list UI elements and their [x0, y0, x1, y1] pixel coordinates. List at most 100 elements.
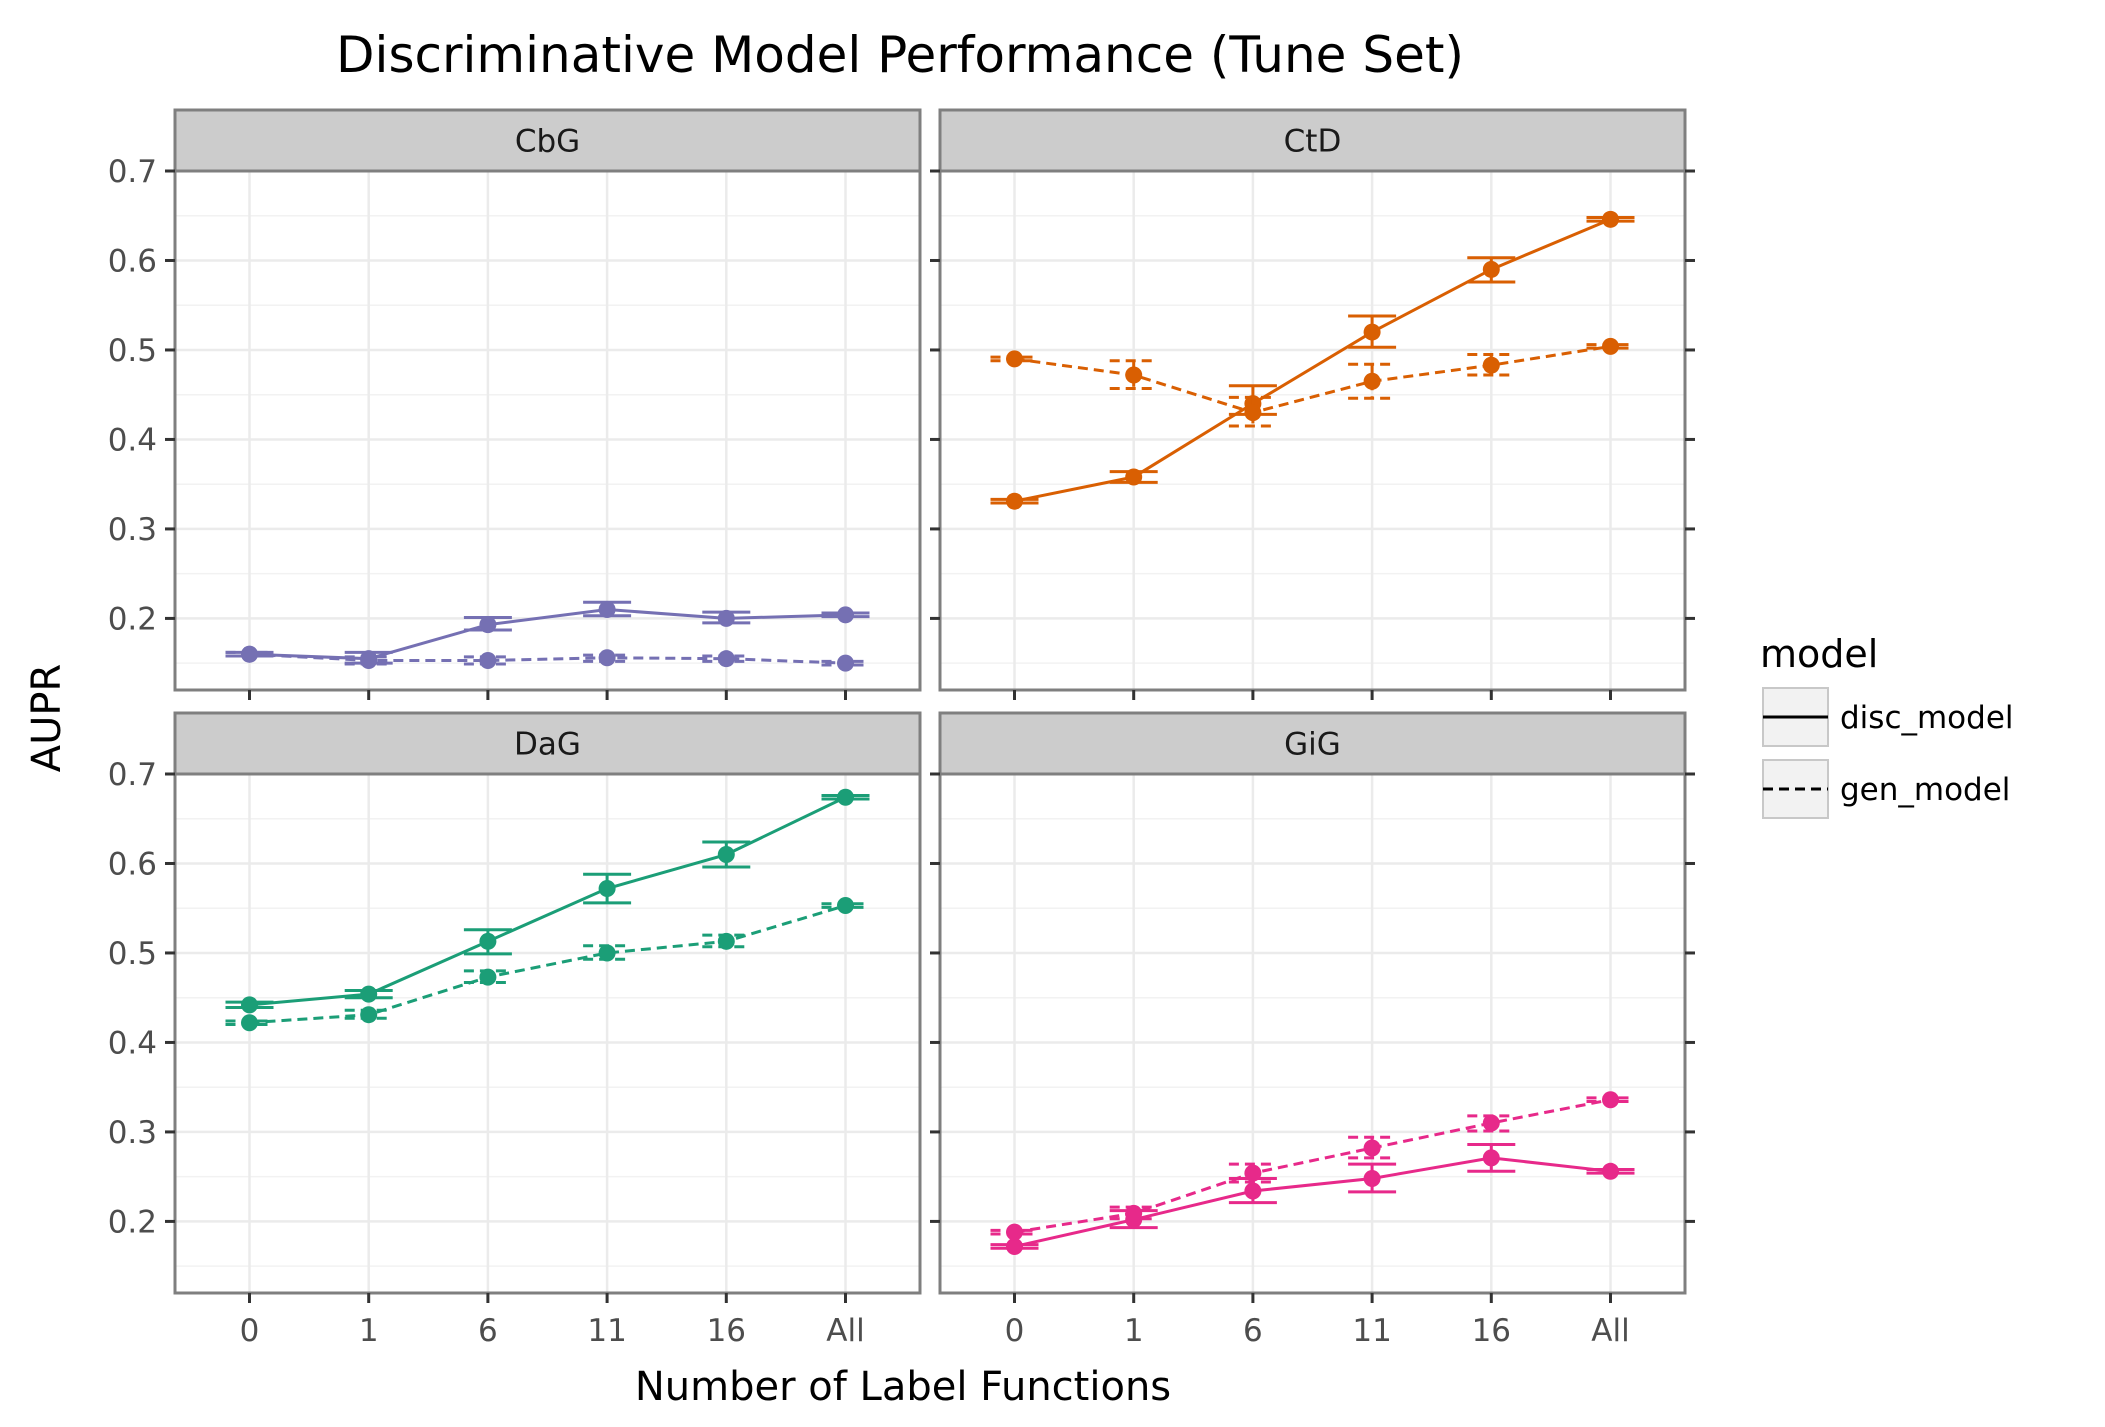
data-point: [598, 880, 616, 898]
series-gig-gen-model: [990, 1091, 1635, 1241]
data-point: [1006, 350, 1023, 368]
legend-title: model: [1760, 632, 1878, 676]
panel-background: [175, 774, 920, 1293]
panel-background: [940, 171, 1685, 690]
x-axis-title: Number of Label Functions: [635, 1364, 1171, 1410]
data-point: [1482, 356, 1500, 374]
x-tick-label: 16: [1472, 1313, 1511, 1349]
y-tick-label: 0.7: [108, 154, 157, 190]
panel-background: [175, 171, 920, 690]
series-dag-disc-model: [225, 788, 870, 1014]
data-point: [479, 968, 497, 986]
x-tick-label: All: [826, 1313, 864, 1349]
data-point: [1006, 492, 1023, 510]
x-tick-label: 0: [1005, 1313, 1025, 1349]
facet-strip: [173, 108, 922, 173]
data-point: [1602, 337, 1619, 355]
y-tick-label: 0.2: [108, 601, 157, 637]
y-tick-label: 0.5: [108, 936, 157, 972]
y-tick-label: 0.7: [108, 757, 157, 793]
data-point: [598, 944, 616, 962]
x-tick-label: 6: [1243, 1313, 1263, 1349]
data-point: [1602, 1162, 1619, 1180]
data-point: [837, 897, 854, 915]
data-point: [1363, 1169, 1381, 1187]
facet-strip: [938, 108, 1687, 173]
data-point: [717, 609, 735, 627]
series-gig-disc-model: [990, 1142, 1635, 1255]
data-point: [717, 846, 735, 864]
y-tick-label: 0.6: [108, 243, 157, 279]
y-tick-label: 0.5: [108, 333, 157, 369]
legend: model disc_model gen_model: [1760, 632, 2014, 819]
x-tick-label: All: [1591, 1313, 1629, 1349]
x-tick-label: 6: [478, 1313, 498, 1349]
data-point: [837, 654, 854, 672]
data-point: [598, 600, 616, 618]
series-line: [1014, 344, 1611, 415]
data-point: [1125, 468, 1143, 486]
data-point: [360, 985, 378, 1003]
data-point: [837, 788, 854, 806]
facet-strip-label: GiG: [1284, 727, 1341, 763]
data-point: [1125, 1204, 1143, 1222]
y-tick-label: 0.3: [108, 1115, 157, 1151]
y-tick-label: 0.6: [108, 846, 157, 882]
data-point: [717, 650, 735, 668]
data-point: [1482, 1114, 1500, 1132]
x-tick-label: 1: [359, 1313, 379, 1349]
data-point: [479, 932, 497, 950]
chart-title: Discriminative Model Performance (Tune S…: [336, 26, 1464, 84]
series-dag-gen-model: [225, 897, 870, 1032]
legend-entry-disc-model: disc_model: [1762, 687, 2014, 747]
data-point: [360, 651, 378, 669]
y-tick-label: 0.3: [108, 512, 157, 548]
series-line: [249, 652, 846, 665]
y-axis-title: AUPR: [24, 664, 70, 773]
legend-entry-gen-model: gen_model: [1762, 759, 2010, 819]
data-point: [1244, 1182, 1262, 1200]
series-line: [249, 904, 846, 1025]
series-cbg-gen-model: [225, 645, 870, 672]
series-ctd-gen-model: [990, 337, 1635, 428]
data-point: [1363, 1139, 1381, 1157]
series-line: [1014, 1156, 1611, 1248]
data-point: [479, 651, 497, 669]
y-tick-label: 0.2: [108, 1204, 157, 1240]
x-tick-label: 1: [1124, 1313, 1144, 1349]
panel-background: [940, 774, 1685, 1293]
panel-ctd: CtD: [930, 108, 1695, 700]
data-point: [1363, 323, 1381, 341]
data-point: [1244, 404, 1262, 422]
facet-strip-label: DaG: [514, 727, 581, 763]
data-point: [479, 616, 497, 634]
facet-strip: [173, 711, 922, 776]
facet-strip: [938, 711, 1687, 776]
series-line: [1014, 1098, 1611, 1234]
data-point: [241, 996, 258, 1014]
x-tick-label: 11: [1352, 1313, 1391, 1349]
legend-label-disc-model: disc_model: [1840, 700, 2014, 736]
data-point: [1006, 1223, 1023, 1241]
data-point: [1244, 1164, 1262, 1182]
data-point: [717, 932, 735, 950]
data-point: [1602, 1091, 1619, 1109]
data-point: [1602, 210, 1619, 228]
data-point: [1482, 260, 1500, 278]
y-tick-label: 0.4: [108, 422, 157, 458]
data-point: [241, 645, 258, 663]
data-point: [837, 606, 854, 624]
data-point: [1006, 1237, 1023, 1255]
x-tick-label: 11: [587, 1313, 626, 1349]
data-point: [360, 1006, 378, 1024]
data-point: [1363, 372, 1381, 390]
facet-strip-label: CtD: [1284, 124, 1342, 160]
x-tick-label: 16: [707, 1313, 746, 1349]
data-point: [1482, 1149, 1500, 1167]
y-tick-label: 0.4: [108, 1025, 157, 1061]
panel-cbg: CbG 0.2 0.3 0.4 0.5 0.6 0.7: [108, 108, 922, 700]
data-point: [1125, 366, 1143, 384]
